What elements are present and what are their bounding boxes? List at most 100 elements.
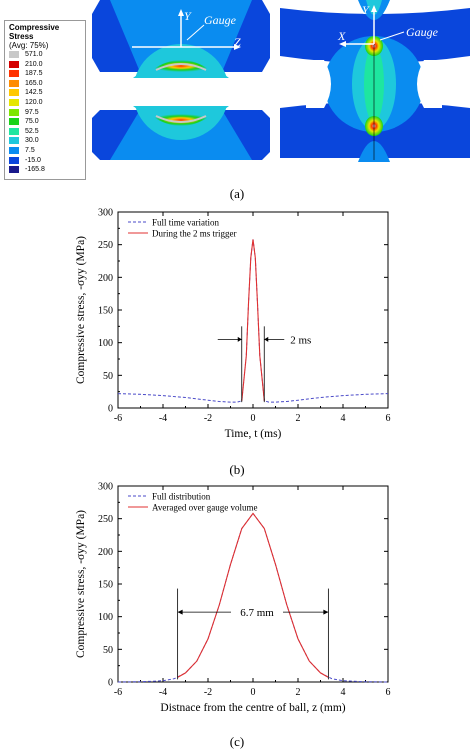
y-tick-label: 300 — [98, 208, 113, 219]
x-tick-label: -4 — [159, 413, 167, 424]
legend-swatch — [9, 70, 19, 78]
y-tick-label: 250 — [98, 240, 113, 251]
y-tick-label: 150 — [98, 306, 113, 317]
series-line-1 — [117, 512, 389, 683]
legend-value: 165.0 — [25, 79, 43, 87]
legend-swatch — [9, 60, 19, 68]
x-tick-label: 4 — [341, 687, 346, 698]
y-tick-label: 50 — [103, 371, 113, 382]
gauge-arrowhead-right — [323, 609, 329, 615]
trigger-width-label: 2 ms — [290, 334, 311, 346]
legend-entry: 165.0 — [9, 79, 43, 87]
legend-value: 30.0 — [25, 137, 39, 145]
arrowhead-right — [264, 336, 269, 342]
x-tick-label: -6 — [114, 687, 122, 698]
chart-b: -6 -4 -2 0 2 4 6 0 50 100 150 200 250 300 Time, t (ms)… — [75, 208, 391, 441]
series-line-2 — [177, 512, 329, 678]
fe-contour-yz-view: Y Z Gauge — [92, 0, 270, 162]
gauge-label-left: Gauge — [204, 13, 237, 27]
x-tick-label: 2 — [296, 687, 301, 698]
legend-swatch — [9, 79, 19, 87]
x-tick-label: 6 — [386, 687, 391, 698]
legend-swatch — [9, 108, 19, 116]
legend-value: 52.5 — [25, 127, 39, 135]
legend-label-1: Full time variation — [152, 218, 219, 228]
legend-value: 210.0 — [25, 60, 43, 68]
y-tick-label: 200 — [98, 547, 113, 558]
gauge-label-right: Gauge — [406, 25, 439, 39]
x-axis-label: Time, t (ms) — [225, 428, 282, 440]
y-tick-label: 0 — [108, 404, 113, 415]
legend-swatch — [9, 51, 19, 58]
series-line-1 — [117, 239, 389, 403]
legend-swatch — [9, 89, 19, 97]
x-tick-label: 6 — [386, 413, 391, 424]
legend-label-2: During the 2 ms trigger — [152, 229, 237, 239]
legend-value: 97.5 — [25, 108, 39, 116]
legend-title-line1: Compressive Stress — [9, 23, 60, 41]
legend-value: -165.8 — [25, 166, 45, 174]
legend-title-line2: (Avg: 75%) — [9, 41, 49, 50]
legend-entry: 97.5 — [9, 108, 39, 116]
legend-entry: 187.5 — [9, 70, 43, 78]
legend-value: 571.0 — [25, 51, 43, 58]
legend-entry: 52.5 — [9, 127, 39, 135]
legend-swatch — [9, 137, 19, 145]
legend-entry: 210.0 — [9, 60, 43, 68]
legend-entry: -15.0 — [9, 156, 41, 164]
legend-swatch — [9, 99, 19, 106]
x-tick-label: 0 — [251, 413, 256, 424]
caption-b: (b) — [229, 462, 245, 477]
legend-value: 142.5 — [25, 89, 43, 97]
x-tick-label: -2 — [204, 413, 212, 424]
legend-swatch — [9, 127, 19, 135]
y-tick-label: 0 — [108, 678, 113, 689]
x-tick-label: -6 — [114, 413, 122, 424]
x-tick-label: -4 — [159, 687, 167, 698]
legend-entry: 142.5 — [9, 89, 43, 97]
legend-label-2: Averaged over gauge volume — [152, 503, 258, 513]
gauge-label-bg — [231, 604, 283, 619]
x-tick-label: 0 — [251, 687, 256, 698]
x-axis-label: Distnace from the centre of ball, z (mm) — [160, 702, 345, 714]
legend-entry: 75.0 — [9, 118, 39, 126]
x-tick-label: 4 — [341, 413, 346, 424]
gauge-arrowhead-left — [177, 609, 183, 615]
legend-value: 7.5 — [25, 147, 35, 154]
legend-value: 75.0 — [25, 118, 39, 126]
legend-value: 120.0 — [25, 99, 43, 106]
y-tick-label: 250 — [98, 514, 113, 525]
legend-entry: -165.8 — [9, 166, 45, 174]
chart-c: -6 -4 -2 0 2 4 6 0 50 100 150 200 250 300 Distnace fro… — [75, 482, 391, 715]
x-tick-label: -2 — [204, 687, 212, 698]
y-tick-label: 50 — [103, 645, 113, 656]
y-tick-label: 100 — [98, 338, 113, 349]
axis-z-label: Z — [234, 35, 241, 49]
legend-swatch — [9, 147, 19, 154]
legend-entry: 571.0 — [9, 51, 43, 58]
axis-y-label-left: Y — [184, 9, 192, 23]
legend-label-1: Full distribution — [152, 492, 211, 502]
plot-frame — [117, 485, 389, 683]
y-tick-label: 150 — [98, 580, 113, 591]
y-axis-label: Compressive stress, -σyy (MPa) — [75, 236, 87, 384]
axis-x-label: X — [337, 29, 346, 43]
legend-swatch — [9, 166, 19, 174]
fe-contour-xy-view: Y X Gauge — [276, 0, 472, 162]
legend-value: 187.5 — [25, 70, 43, 78]
y-tick-label: 100 — [98, 612, 113, 623]
legend-swatch — [9, 156, 19, 164]
series-line-2 — [241, 239, 265, 401]
y-axis-label: Compressive stress, -σyy (MPa) — [75, 510, 87, 658]
caption-a: (a) — [229, 186, 245, 201]
x-tick-label: 2 — [296, 413, 301, 424]
legend-entry: 120.0 — [9, 99, 43, 106]
caption-c: (c) — [229, 734, 245, 749]
contour-legend: Compressive Stress (Avg: 75%) 571.0 210.0… — [4, 20, 86, 180]
gauge-length-label: 6.7 mm — [240, 607, 274, 619]
legend-entry: 30.0 — [9, 137, 39, 145]
legend-entry: 7.5 — [9, 147, 35, 154]
axis-y-label-right: Y — [362, 3, 370, 17]
y-tick-label: 200 — [98, 273, 113, 284]
y-tick-label: 300 — [98, 482, 113, 493]
